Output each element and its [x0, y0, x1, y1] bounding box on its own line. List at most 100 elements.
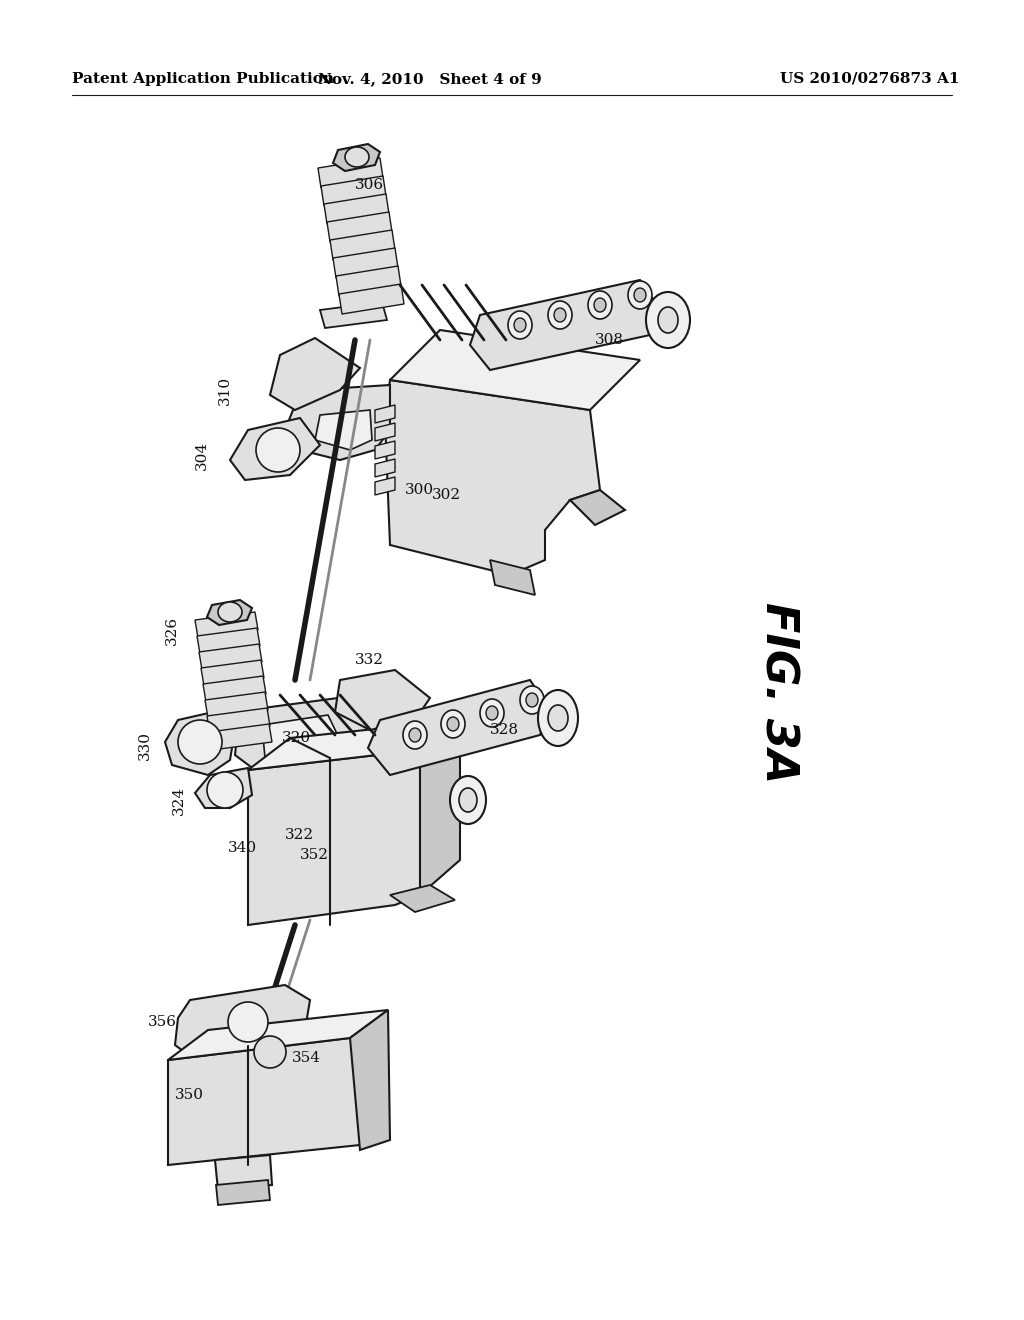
Ellipse shape — [520, 686, 544, 714]
Ellipse shape — [409, 729, 421, 742]
Polygon shape — [385, 380, 600, 576]
Polygon shape — [234, 1032, 308, 1072]
Polygon shape — [390, 330, 640, 411]
Polygon shape — [470, 280, 660, 370]
Polygon shape — [199, 644, 262, 671]
Ellipse shape — [526, 693, 538, 708]
Polygon shape — [339, 284, 404, 314]
Polygon shape — [333, 144, 380, 172]
Polygon shape — [205, 692, 268, 718]
Polygon shape — [209, 723, 272, 750]
Ellipse shape — [218, 602, 242, 622]
Polygon shape — [333, 248, 398, 279]
Polygon shape — [390, 884, 455, 912]
Text: 332: 332 — [355, 653, 384, 667]
Text: 324: 324 — [172, 785, 186, 814]
Ellipse shape — [447, 717, 459, 731]
Polygon shape — [285, 385, 390, 459]
Text: 340: 340 — [228, 841, 257, 855]
Text: 328: 328 — [490, 723, 519, 737]
Polygon shape — [318, 158, 383, 187]
Polygon shape — [420, 719, 460, 895]
Polygon shape — [195, 612, 258, 638]
Ellipse shape — [450, 776, 486, 824]
Polygon shape — [319, 302, 387, 327]
Ellipse shape — [486, 706, 498, 719]
Ellipse shape — [345, 147, 369, 168]
Polygon shape — [175, 985, 310, 1060]
Polygon shape — [248, 750, 455, 925]
Polygon shape — [165, 710, 234, 775]
Ellipse shape — [441, 710, 465, 738]
Polygon shape — [203, 676, 266, 702]
Ellipse shape — [658, 308, 678, 333]
Ellipse shape — [554, 308, 566, 322]
Polygon shape — [216, 1180, 270, 1205]
Ellipse shape — [178, 719, 222, 764]
Polygon shape — [201, 660, 264, 686]
Text: Nov. 4, 2010   Sheet 4 of 9: Nov. 4, 2010 Sheet 4 of 9 — [318, 73, 542, 86]
Ellipse shape — [480, 700, 504, 727]
Polygon shape — [234, 698, 375, 770]
Ellipse shape — [646, 292, 690, 348]
Ellipse shape — [207, 772, 243, 808]
Text: 306: 306 — [355, 178, 384, 191]
Polygon shape — [195, 768, 252, 808]
Ellipse shape — [538, 690, 578, 746]
Text: 350: 350 — [175, 1088, 204, 1102]
Ellipse shape — [548, 301, 572, 329]
Polygon shape — [168, 1010, 388, 1060]
Polygon shape — [336, 267, 401, 296]
Polygon shape — [375, 441, 395, 459]
Text: 304: 304 — [195, 441, 209, 470]
Polygon shape — [207, 601, 252, 624]
Polygon shape — [375, 459, 395, 477]
Polygon shape — [324, 194, 389, 224]
Polygon shape — [327, 213, 392, 242]
Polygon shape — [168, 1038, 385, 1166]
Polygon shape — [350, 1010, 390, 1150]
Text: 320: 320 — [282, 731, 311, 744]
Text: Patent Application Publication: Patent Application Publication — [72, 73, 334, 86]
Polygon shape — [207, 708, 270, 734]
Text: US 2010/0276873 A1: US 2010/0276873 A1 — [780, 73, 961, 86]
Ellipse shape — [254, 1036, 286, 1068]
Polygon shape — [230, 418, 319, 480]
Text: 322: 322 — [285, 828, 314, 842]
Text: 354: 354 — [292, 1051, 321, 1065]
Polygon shape — [197, 628, 260, 653]
Text: 352: 352 — [300, 847, 329, 862]
Polygon shape — [330, 230, 395, 260]
Polygon shape — [315, 411, 372, 450]
Polygon shape — [248, 719, 460, 770]
Polygon shape — [270, 338, 360, 411]
Ellipse shape — [594, 298, 606, 312]
Text: 330: 330 — [138, 730, 152, 759]
Text: 356: 356 — [148, 1015, 177, 1030]
Polygon shape — [368, 680, 550, 775]
Polygon shape — [321, 176, 386, 206]
Ellipse shape — [403, 721, 427, 748]
Polygon shape — [215, 1155, 272, 1191]
Ellipse shape — [514, 318, 526, 333]
Text: FIG. 3A: FIG. 3A — [757, 602, 800, 784]
Text: 302: 302 — [432, 488, 461, 502]
Polygon shape — [570, 490, 625, 525]
Polygon shape — [375, 405, 395, 422]
Text: 300: 300 — [406, 483, 434, 498]
Polygon shape — [262, 715, 340, 758]
Ellipse shape — [548, 705, 568, 731]
Ellipse shape — [634, 288, 646, 302]
Text: 308: 308 — [595, 333, 624, 347]
Ellipse shape — [256, 428, 300, 473]
Polygon shape — [375, 422, 395, 441]
Text: 326: 326 — [165, 615, 179, 644]
Text: 310: 310 — [218, 375, 232, 404]
Ellipse shape — [588, 290, 612, 319]
Polygon shape — [375, 477, 395, 495]
Ellipse shape — [628, 281, 652, 309]
Ellipse shape — [228, 1002, 268, 1041]
Polygon shape — [490, 560, 535, 595]
Ellipse shape — [508, 312, 532, 339]
Polygon shape — [335, 671, 430, 730]
